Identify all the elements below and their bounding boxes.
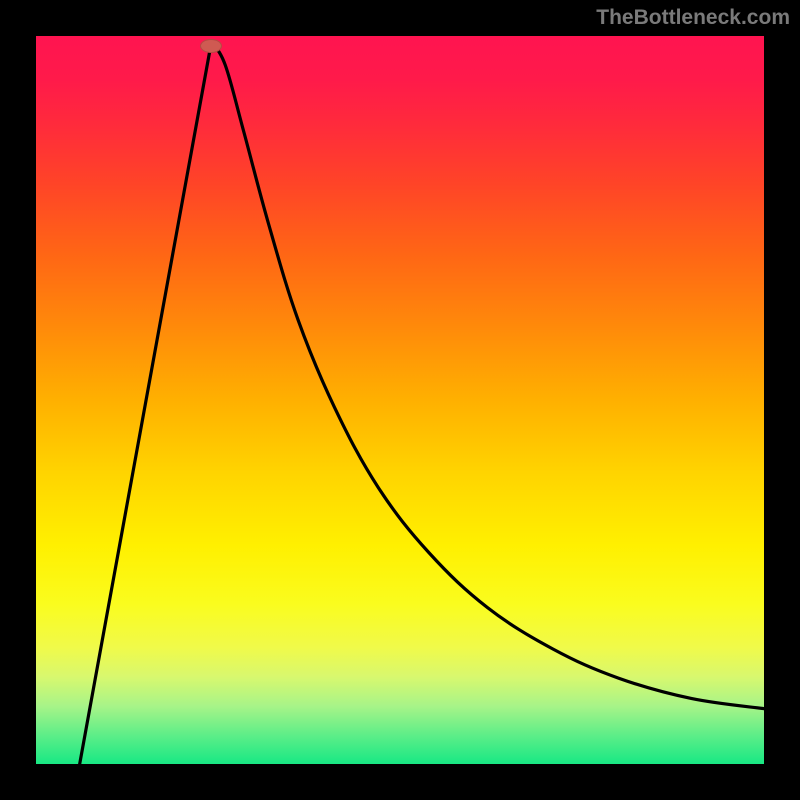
bottleneck-curve <box>36 36 764 764</box>
minimum-marker <box>200 39 222 53</box>
chart-canvas: TheBottleneck.com <box>0 0 800 800</box>
plot-area <box>36 36 764 764</box>
watermark-text: TheBottleneck.com <box>596 6 790 30</box>
